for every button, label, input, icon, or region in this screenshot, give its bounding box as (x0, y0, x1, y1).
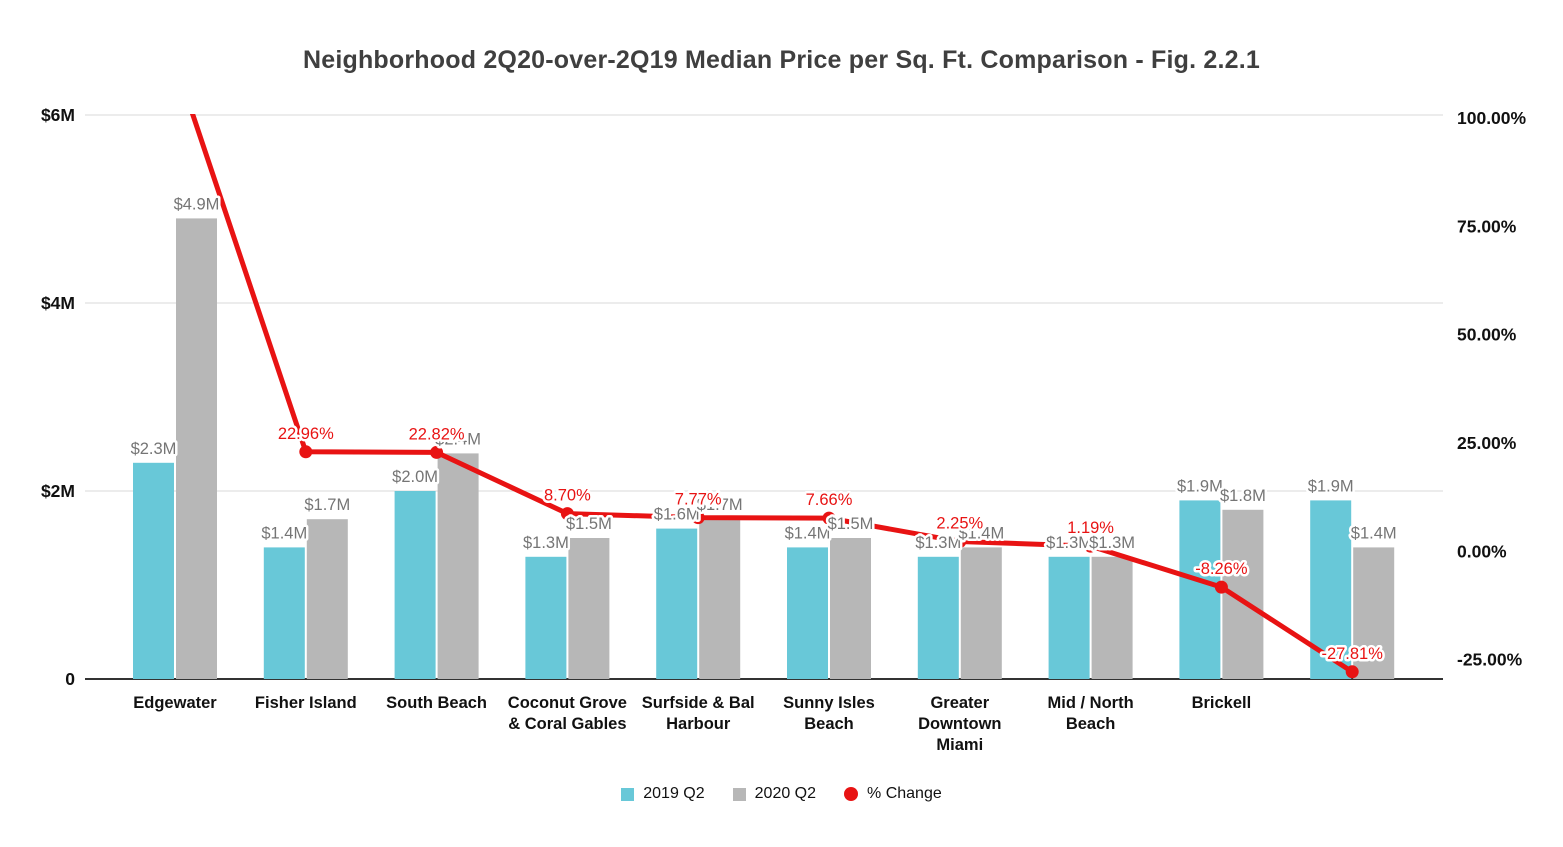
left-axis-tick-label: 0 (65, 669, 75, 689)
bar-2020q2[interactable] (176, 218, 217, 679)
legend-item-2020-q2[interactable]: 2020 Q2 (732, 785, 817, 803)
bar-value-label: $1.9M (1177, 477, 1223, 495)
pct-value-label: 8.70% (544, 487, 591, 505)
left-axis-tick-label: $4M (41, 293, 75, 313)
bar-value-label: $2.0M (392, 468, 438, 486)
bar-2020q2[interactable] (960, 547, 1002, 679)
legend-label-pct-change: % Change (867, 785, 942, 802)
bar-value-label: $1.4M (785, 524, 831, 542)
category-label: Surfside & Bal (642, 694, 755, 712)
bar-value-label: $1.3M (1089, 534, 1135, 552)
bar-value-label: $2.3M (131, 440, 177, 458)
bar-value-label: $1.9M (1308, 477, 1354, 495)
bar-2020q2[interactable] (437, 453, 479, 679)
chart-title: Neighborhood 2Q20-over-2Q19 Median Price… (302, 46, 1261, 74)
bar-2020q2[interactable] (1091, 556, 1133, 679)
right-axis-tick-label: 75.00% (1457, 216, 1517, 236)
pct-value-label: 7.77% (675, 491, 722, 509)
pct-change-point[interactable] (1345, 665, 1359, 679)
bar-value-label: $4.9M (174, 195, 220, 213)
pct-value-label: 1.19% (1067, 519, 1114, 537)
right-axis-tick-label: 100.00% (1457, 108, 1527, 128)
category-label: Beach (804, 715, 854, 733)
bar-value-label: $1.5M (828, 515, 874, 533)
legend: 2019 Q2 2020 Q2 % Change (0, 785, 1563, 803)
pct-value-label: -27.81% (1321, 645, 1383, 663)
bar-2019q2[interactable] (1179, 500, 1221, 679)
category-label: Harbour (666, 715, 731, 733)
bar-value-label: $1.4M (261, 524, 307, 542)
pct-value-label: 7.66% (806, 491, 853, 509)
legend-swatch-pct-change-icon (844, 787, 859, 801)
right-axis-tick-label: -25.00% (1457, 650, 1523, 670)
category-label: Downtown (918, 715, 1001, 733)
legend-label-2020-q2: 2020 Q2 (754, 785, 817, 802)
pct-value-label: 2.25% (936, 515, 983, 533)
bar-2020q2[interactable] (568, 538, 610, 679)
legend-swatch-2020-q2-icon (732, 787, 746, 801)
pct-value-label: 22.96% (278, 425, 334, 443)
pct-change-point[interactable] (1084, 539, 1098, 553)
category-label: South Beach (386, 694, 487, 712)
legend-item-pct-change[interactable]: % Change (844, 785, 942, 803)
category-label: & Coral Gables (508, 715, 626, 733)
bar-value-label: $1.3M (1046, 534, 1092, 552)
right-axis-tick-label: 0.00% (1457, 541, 1507, 561)
pct-change-line (189, 114, 1355, 675)
bar-value-label: $1.6M (654, 506, 700, 524)
pct-change-point[interactable] (953, 535, 967, 549)
category-label: Edgewater (133, 694, 217, 712)
right-axis-tick-label: 25.00% (1457, 433, 1517, 453)
pct-value-label: -8.26% (1195, 560, 1248, 578)
bar-value-label: $1.5M (566, 515, 612, 533)
bar-value-label: $1.7M (697, 496, 743, 514)
category-label: Brickell (1192, 694, 1252, 712)
bar-2019q2[interactable] (394, 491, 436, 679)
left-axis-tick-label: $6M (41, 105, 75, 125)
bar-value-label: $1.3M (915, 534, 961, 552)
pct-change-point[interactable] (169, 55, 182, 68)
category-label: Miami (936, 736, 983, 754)
bar-2020q2[interactable] (830, 538, 871, 679)
bar-2019q2[interactable] (656, 528, 698, 679)
pct-change-point[interactable] (299, 445, 313, 459)
category-label: Sunny Isles (783, 694, 875, 712)
bar-value-label: $1.4M (958, 524, 1004, 542)
bar-value-label: $1.3M (523, 534, 569, 552)
pct-change-point[interactable] (560, 507, 574, 521)
legend-item-2019-q2[interactable]: 2019 Q2 (621, 785, 705, 803)
bar-2019q2[interactable] (917, 556, 959, 679)
pct-change-point[interactable] (822, 511, 836, 525)
pct-change-point[interactable] (1214, 580, 1228, 594)
bar-2019q2[interactable] (525, 556, 567, 679)
category-label: Mid / North (1048, 694, 1134, 712)
category-label: Greater (930, 694, 989, 712)
bar-value-label: $1.7M (304, 496, 350, 514)
left-axis-tick-label: $2M (41, 481, 75, 501)
bar-2019q2[interactable] (263, 547, 305, 679)
bar-value-label: $1.8M (1220, 487, 1266, 505)
bar-2020q2[interactable] (1353, 547, 1395, 679)
bar-2019q2[interactable] (787, 547, 828, 679)
bar-2019q2[interactable] (133, 462, 174, 679)
bar-2020q2[interactable] (306, 519, 348, 679)
legend-swatch-2019-q2-icon (621, 787, 635, 801)
legend-label-2019-q2: 2019 Q2 (643, 785, 705, 802)
category-label: Beach (1066, 715, 1116, 733)
pct-value-label: 22.82% (409, 425, 465, 443)
bar-2019q2[interactable] (1048, 556, 1090, 679)
category-label: Fisher Island (255, 694, 357, 712)
bar-value-label: $1.4M (1351, 524, 1397, 542)
bar-value-label: $2.4M (435, 430, 481, 448)
category-label: Coconut Grove (508, 694, 627, 712)
right-axis-tick-label: 50.00% (1457, 325, 1517, 345)
pct-change-point[interactable] (430, 445, 444, 459)
pct-change-point[interactable] (691, 511, 705, 525)
bar-2020q2[interactable] (699, 519, 741, 679)
